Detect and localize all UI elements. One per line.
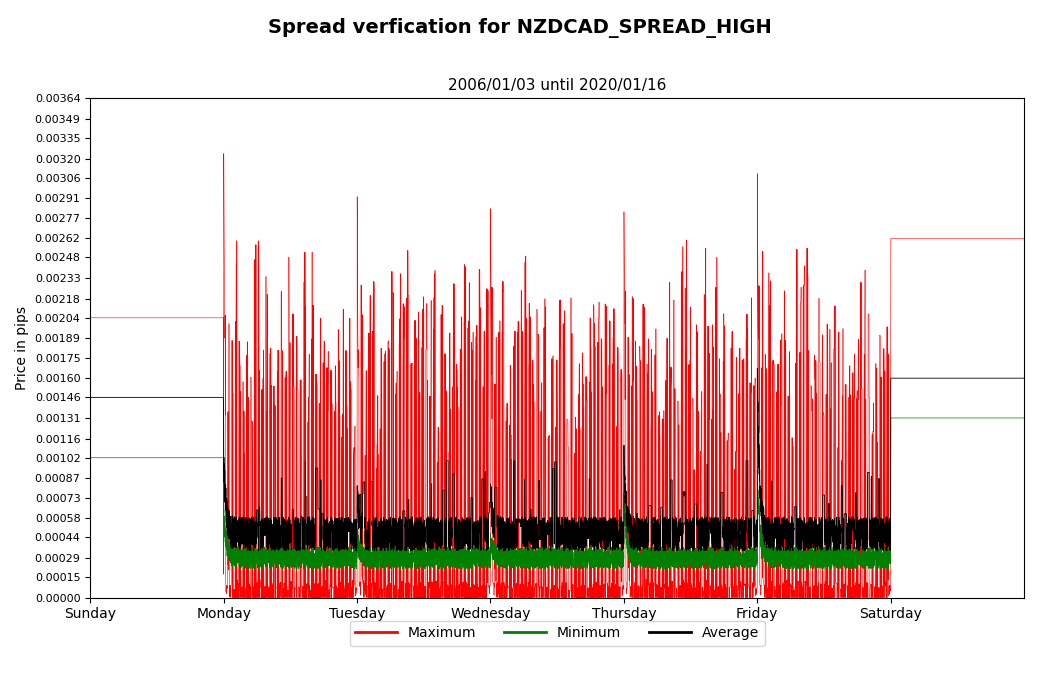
Title: 2006/01/03 until 2020/01/16: 2006/01/03 until 2020/01/16 [448,78,666,93]
Y-axis label: Price in pips: Price in pips [15,306,29,390]
Legend: Maximum, Minimum, Average: Maximum, Minimum, Average [350,620,765,645]
Text: Spread verfication for NZDCAD_SPREAD_HIGH: Spread verfication for NZDCAD_SPREAD_HIG… [268,18,771,38]
